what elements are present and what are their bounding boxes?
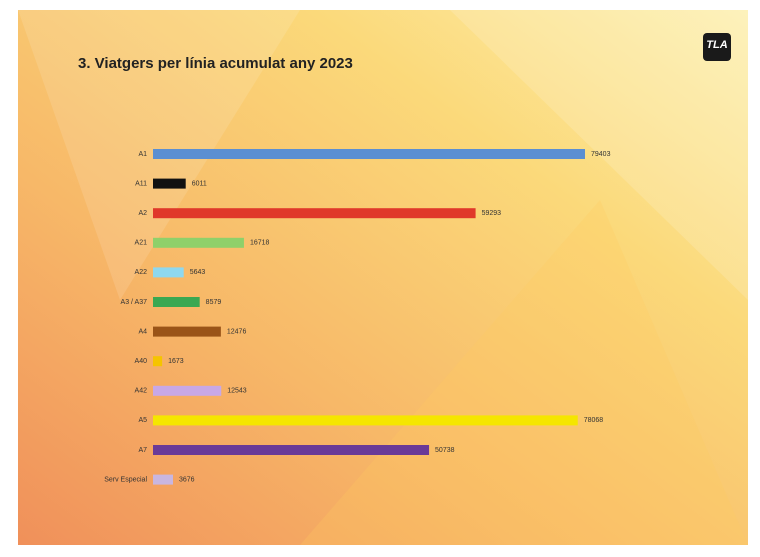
chart-title: 3. Viatgers per línia acumulat any 2023 [78,55,353,72]
value-label: 5643 [190,269,206,276]
bar [153,326,221,337]
category-label: A5 [138,417,147,424]
bar [153,415,578,426]
value-label: 16718 [250,240,270,247]
category-label: A4 [138,328,147,335]
value-label: 6011 [192,180,207,187]
category-label: A1 [138,151,147,158]
value-label: 12543 [227,388,247,395]
decor [450,10,748,300]
value-label: 3676 [179,476,195,483]
category-label: A21 [135,240,148,247]
value-label: 8579 [206,299,222,306]
category-label: A2 [138,210,147,217]
value-label: 1673 [168,358,184,365]
value-label: 59293 [482,210,502,217]
category-label: Serv Especial [104,476,147,483]
category-label: A7 [138,447,147,454]
category-label: A3 / A37 [121,299,148,306]
value-label: 12476 [227,328,247,335]
bar [153,267,184,278]
logo-box [703,33,731,61]
bar [153,297,200,307]
category-label: A40 [135,358,148,365]
value-label: 79403 [591,151,611,158]
category-label: A11 [135,180,147,187]
bar [153,208,476,219]
bar [153,178,186,189]
value-label: 50738 [435,447,455,454]
bar [153,237,244,248]
bar [153,356,163,367]
value-label: 78068 [584,417,604,424]
bar [153,385,222,396]
bar [153,474,173,485]
slide-background [18,10,748,545]
bar [153,445,430,455]
logo: TLA [706,39,727,51]
plot: A1 79403 A11 6011 A2 59293 A21 16718 A22 5643 A3 /… [104,149,611,485]
category-label: A42 [135,388,148,395]
category-label: A22 [135,269,148,276]
bar [153,149,585,159]
decor [300,200,748,545]
